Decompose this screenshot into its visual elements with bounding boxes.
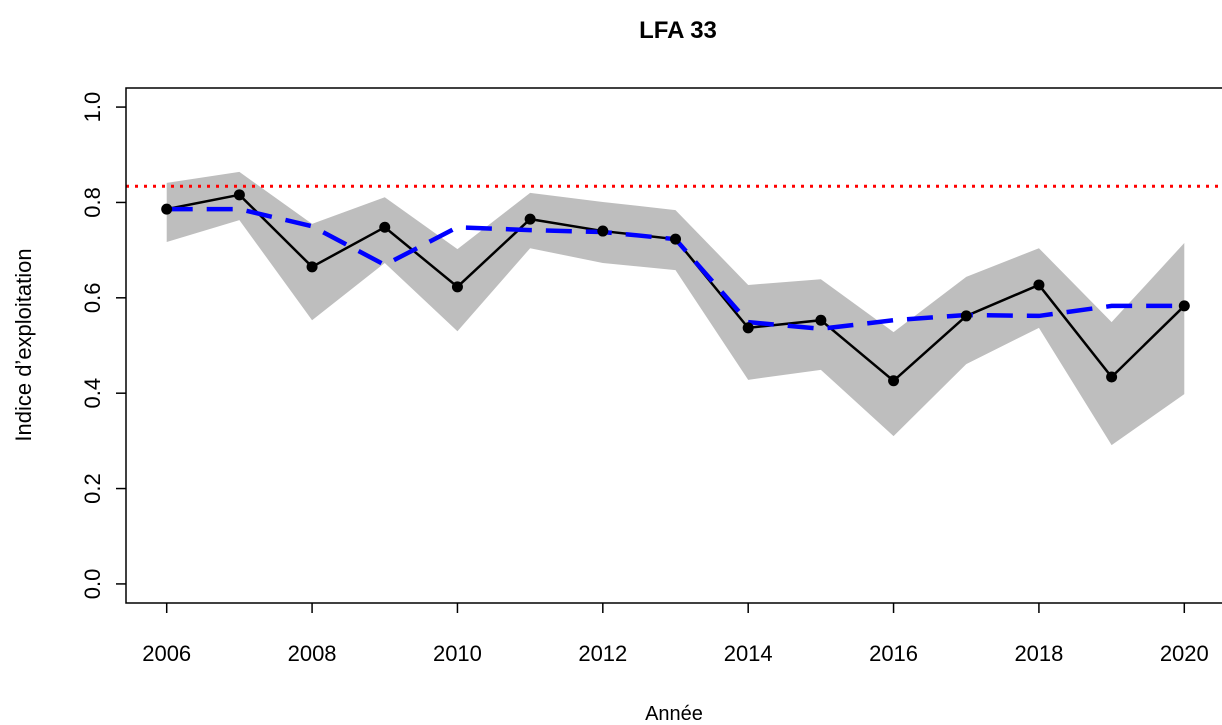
- x-tick-label: 2018: [1014, 641, 1063, 666]
- y-tick-label: 0.0: [80, 569, 105, 600]
- x-tick-label: 2008: [288, 641, 337, 666]
- x-tick-label: 2012: [578, 641, 627, 666]
- x-tick-label: 2010: [433, 641, 482, 666]
- data-point: [161, 203, 173, 215]
- x-axis-label: Année: [645, 703, 703, 725]
- x-tick-label: 2006: [142, 641, 191, 666]
- y-tick-label: 0.2: [80, 473, 105, 504]
- data-point: [1106, 371, 1118, 383]
- chart-title: LFA 33: [639, 17, 717, 44]
- y-tick-label: 0.8: [80, 187, 105, 218]
- x-tick-label: 2020: [1160, 641, 1209, 666]
- y-axis-label: Indice d’exploitation: [11, 248, 36, 441]
- data-point: [233, 189, 245, 201]
- y-tick-label: 0.6: [80, 283, 105, 314]
- confidence-band: [166, 171, 1185, 446]
- data-point: [524, 213, 536, 225]
- data-point: [379, 221, 391, 233]
- data-point: [451, 281, 463, 293]
- data-point: [888, 375, 900, 387]
- data-point: [597, 225, 609, 237]
- y-tick-label: 0.4: [80, 378, 105, 409]
- data-point: [670, 233, 681, 245]
- y-tick-label: 1.0: [80, 92, 105, 123]
- x-tick-label: 2016: [869, 641, 918, 666]
- data-point: [742, 322, 754, 334]
- data-point: [306, 261, 318, 273]
- data-point: [1033, 279, 1045, 291]
- data-point: [960, 310, 972, 322]
- x-tick-label: 2014: [724, 641, 773, 666]
- data-point: [1178, 300, 1190, 312]
- plot-frame: [125, 87, 1222, 604]
- data-point: [815, 314, 827, 326]
